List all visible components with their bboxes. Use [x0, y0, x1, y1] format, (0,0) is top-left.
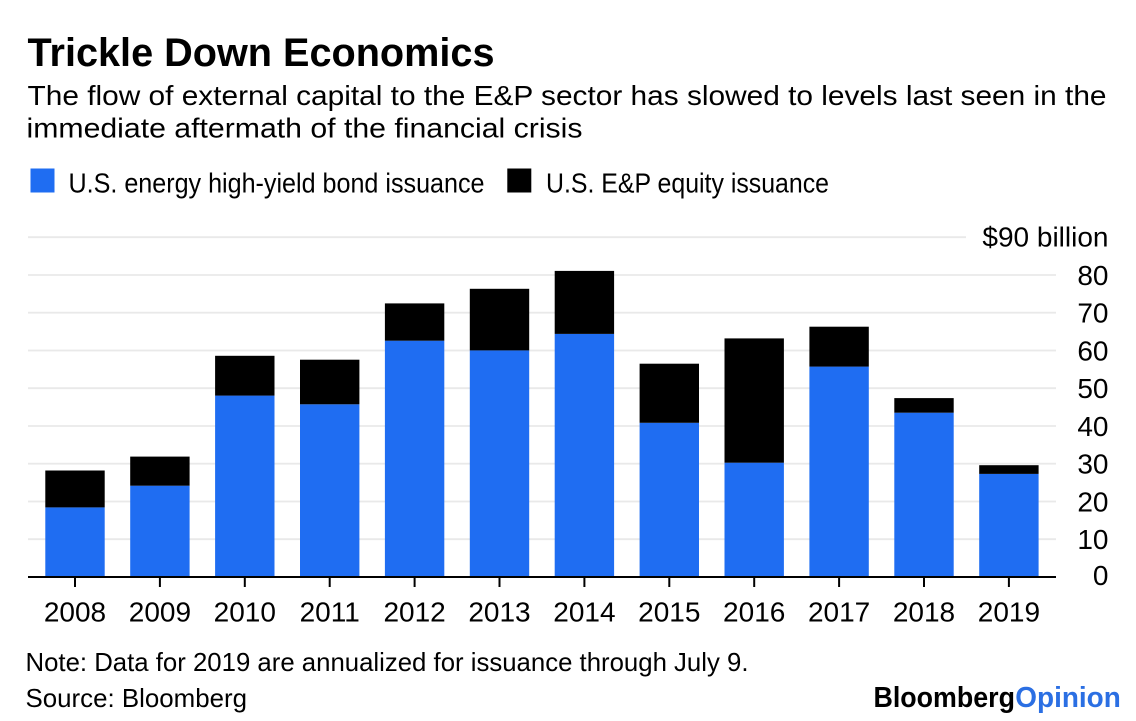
svg-text:2016: 2016 — [723, 597, 785, 628]
svg-text:80: 80 — [1077, 260, 1108, 291]
svg-text:30: 30 — [1077, 449, 1108, 480]
svg-text:40: 40 — [1077, 411, 1108, 442]
svg-text:2014: 2014 — [553, 597, 615, 628]
svg-text:$90 billion: $90 billion — [982, 221, 1108, 252]
svg-text:2019: 2019 — [978, 597, 1040, 628]
svg-text:Note: Data for 2019 are annual: Note: Data for 2019 are annualized for i… — [26, 647, 749, 677]
svg-text:20: 20 — [1077, 487, 1108, 518]
svg-text:2011: 2011 — [300, 597, 360, 628]
svg-text:60: 60 — [1077, 336, 1108, 367]
svg-text:Bloomberg: Bloomberg — [874, 682, 1016, 714]
svg-text:Source: Bloomberg: Source: Bloomberg — [26, 683, 248, 713]
svg-text:50: 50 — [1077, 373, 1108, 404]
svg-text:U.S. energy high-yield bond is: U.S. energy high-yield bond issuance — [69, 168, 485, 199]
svg-text:Opinion: Opinion — [1015, 682, 1121, 714]
svg-text:2012: 2012 — [383, 597, 445, 628]
svg-text:The flow of external capital t: The flow of external capital to the E&P … — [28, 80, 1107, 111]
svg-text:Trickle Down Economics: Trickle Down Economics — [28, 31, 495, 75]
svg-text:2015: 2015 — [638, 597, 700, 628]
svg-text:2009: 2009 — [129, 597, 191, 628]
svg-text:immediate aftermath of the fin: immediate aftermath of the financial cri… — [27, 112, 583, 143]
svg-text:10: 10 — [1077, 524, 1108, 555]
svg-text:U.S. E&P equity issuance: U.S. E&P equity issuance — [546, 168, 829, 199]
svg-text:2013: 2013 — [468, 597, 530, 628]
svg-text:0: 0 — [1093, 560, 1109, 591]
svg-text:70: 70 — [1077, 298, 1108, 329]
svg-text:2017: 2017 — [808, 597, 870, 628]
svg-text:2018: 2018 — [893, 597, 955, 628]
svg-text:2010: 2010 — [214, 597, 276, 628]
svg-text:2008: 2008 — [44, 597, 106, 628]
